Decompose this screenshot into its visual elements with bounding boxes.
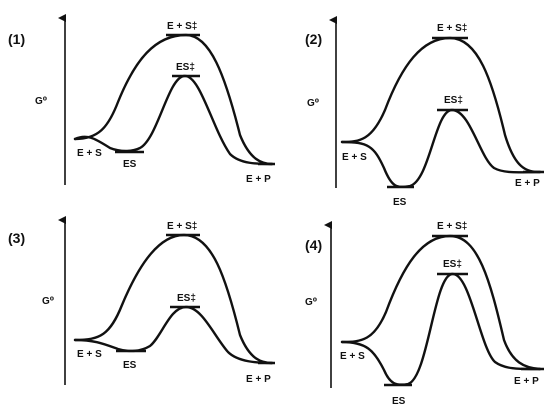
- reactants-label: E + S: [342, 152, 367, 163]
- reactants-label: E + S: [77, 148, 102, 159]
- panel-2: (2) G⁰ E + S‡ ES‡ E + S ES E + P: [305, 16, 544, 208]
- y-axis-label: G⁰: [35, 96, 47, 107]
- catalyzed-curve: [340, 272, 542, 386]
- complex-ts-label: ES‡: [444, 95, 463, 106]
- uncatalyzed-curve: [340, 234, 542, 371]
- y-axis-label: G⁰: [307, 98, 319, 109]
- es-ts-label: E + S‡: [437, 23, 467, 34]
- complex-ts-label: ES‡: [176, 62, 195, 73]
- complex-label: ES: [393, 197, 407, 208]
- panel-1: (1) G⁰ E + S‡ ES‡ E + S ES E + P: [8, 14, 275, 185]
- products-label: E + P: [246, 174, 271, 185]
- panel-4: (4) G⁰ E + S‡ ES‡ E + S ES E + P: [305, 221, 544, 407]
- panel-number: (2): [305, 31, 322, 47]
- products-label: E + P: [515, 178, 540, 189]
- panel-3: (3) G⁰ E + S‡ ES‡ E + S ES E + P: [8, 216, 275, 385]
- complex-label: ES: [392, 396, 406, 407]
- panel-number: (3): [8, 230, 25, 246]
- es-ts-label: E + S‡: [167, 21, 197, 32]
- panel-number: (1): [8, 31, 25, 47]
- complex-ts-label: ES‡: [443, 259, 462, 270]
- panel-number: (4): [305, 237, 322, 253]
- uncatalyzed-curve: [340, 36, 542, 174]
- reactants-label: E + S: [340, 351, 365, 362]
- complex-label: ES: [123, 159, 137, 170]
- complex-ts-label: ES‡: [177, 293, 196, 304]
- catalyzed-curve: [340, 108, 542, 189]
- catalyzed-curve: [73, 305, 274, 365]
- products-label: E + P: [514, 376, 539, 387]
- products-label: E + P: [246, 374, 271, 385]
- complex-label: ES: [123, 360, 137, 371]
- reactants-label: E + S: [77, 349, 102, 360]
- catalyzed-curve: [73, 74, 274, 166]
- es-ts-label: E + S‡: [167, 221, 197, 232]
- y-axis-label: G⁰: [42, 296, 54, 307]
- y-axis-label: G⁰: [305, 297, 317, 308]
- es-ts-label: E + S‡: [437, 221, 467, 232]
